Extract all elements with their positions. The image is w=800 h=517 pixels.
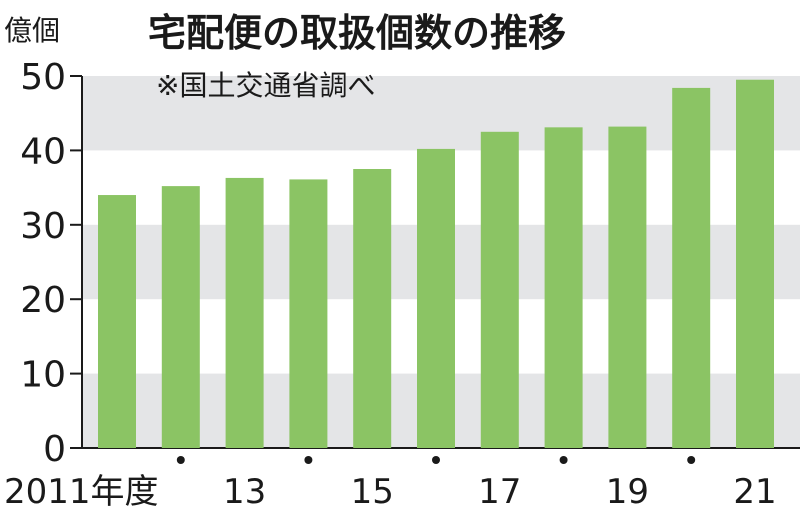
bar-2012	[161, 186, 200, 448]
chart-title: 宅配便の取扱個数の推移	[148, 11, 566, 55]
y-axis: 0 10 20 30 40 50	[20, 57, 800, 470]
bar-2015	[353, 169, 392, 448]
bar-2020	[672, 87, 711, 449]
bar-2016	[417, 148, 455, 449]
bar-2013	[225, 177, 264, 449]
y-tick-label-50: 50	[20, 57, 66, 98]
bar-2011	[98, 195, 136, 448]
y-tick-label-30: 30	[20, 206, 66, 247]
x-tick-dot-2014	[304, 456, 313, 464]
y-tick-label-40: 40	[20, 131, 66, 172]
x-tick-label-2015: 15	[351, 472, 394, 512]
x-tick-dot-2018	[559, 456, 568, 464]
bars	[98, 79, 774, 449]
bar-2019	[608, 126, 647, 448]
x-tick-dot-2020	[687, 456, 696, 464]
y-tick-label-10: 10	[20, 355, 66, 396]
x-tick-label-2021: 21	[733, 472, 776, 512]
x-tick-label-2019: 19	[606, 472, 649, 512]
x-tick-label-2011: 2011年度	[4, 472, 159, 512]
bar-2018	[544, 127, 583, 448]
bar-2017	[480, 131, 519, 449]
x-tick-dot-2016	[432, 456, 440, 464]
bar-2021	[736, 79, 774, 448]
y-tick-label-20: 20	[20, 280, 66, 321]
bar-2014	[289, 179, 328, 448]
x-tick-label-2013: 13	[223, 472, 266, 512]
chart-subtitle: ※国土交通省調べ	[156, 69, 375, 102]
x-tick-label-2017: 17	[478, 472, 521, 512]
x-axis-labels: 2011年度 13 15 17 19 21	[4, 456, 777, 512]
x-tick-dot-2012	[176, 456, 185, 464]
y-tick-label-0: 0	[43, 429, 66, 470]
unit-label: 億個	[4, 14, 60, 47]
